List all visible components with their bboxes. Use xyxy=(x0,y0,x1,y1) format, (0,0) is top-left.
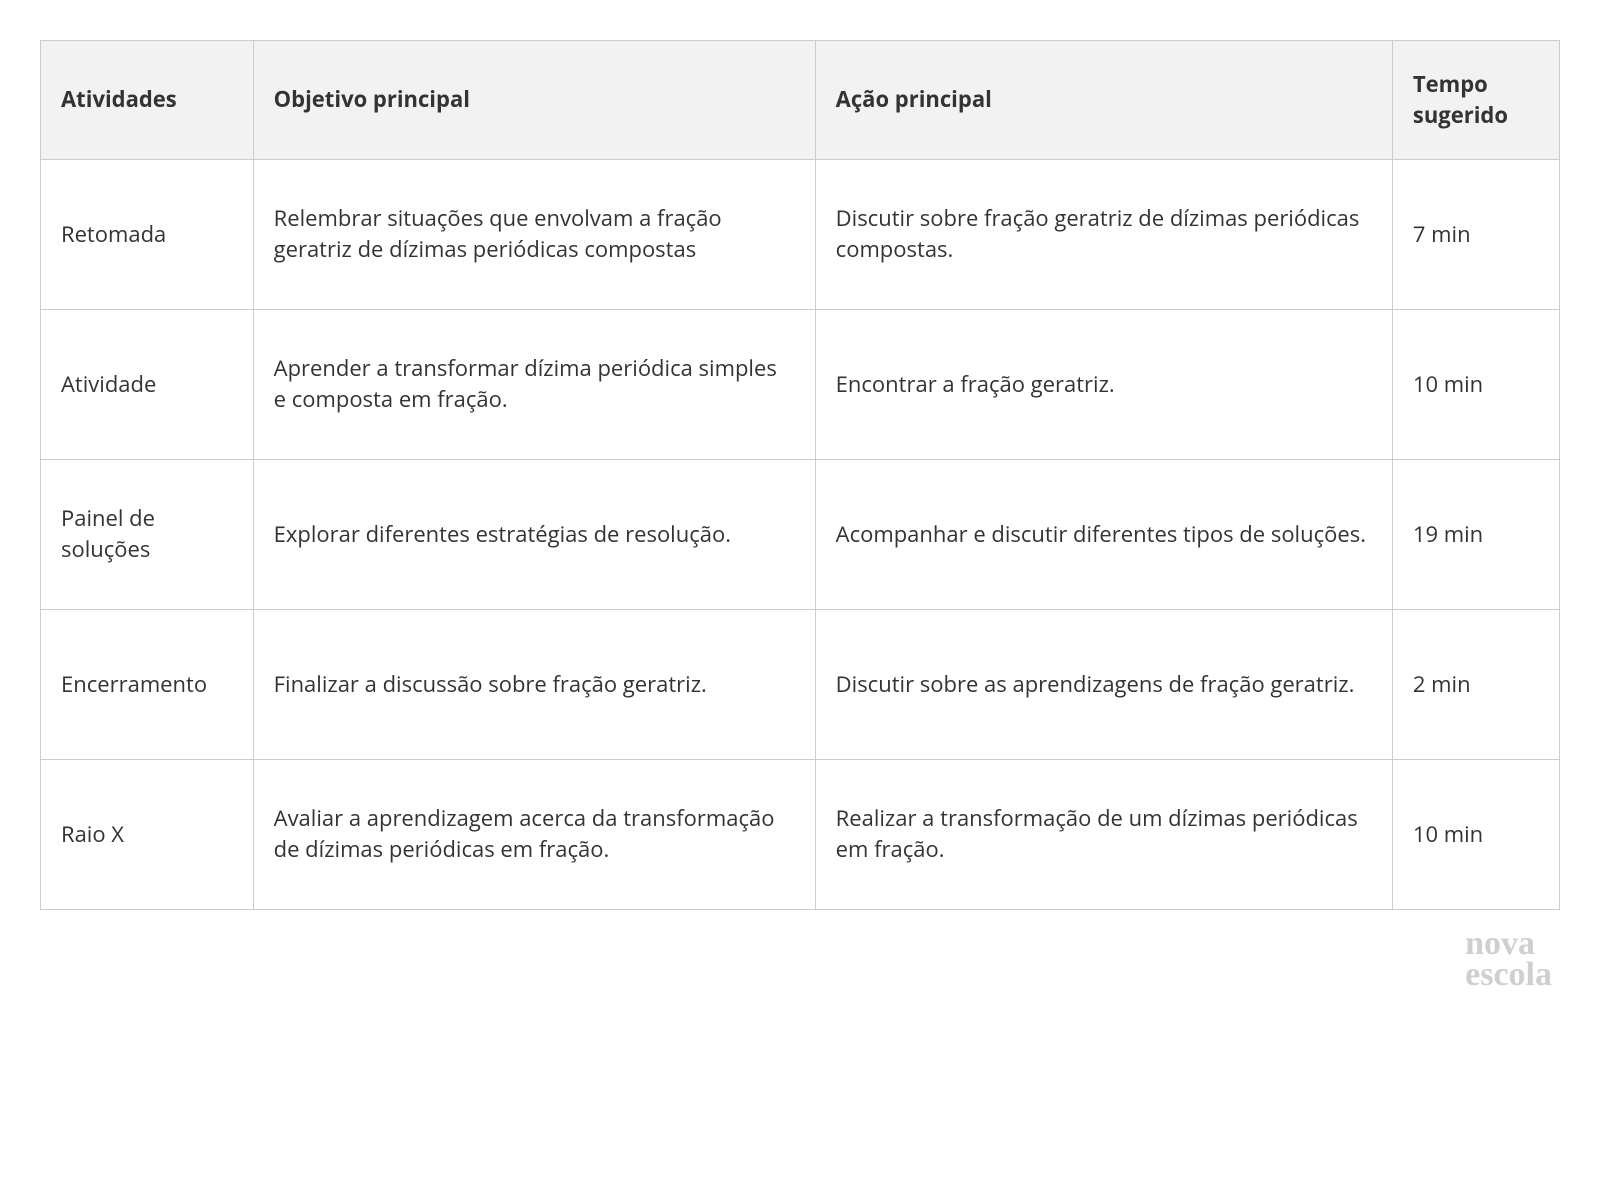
cell-acao: Acompanhar e discutir diferentes tipos d… xyxy=(815,459,1392,609)
brand-logo-line1: nova xyxy=(1465,928,1535,959)
table-header-row: Atividades Objetivo principal Ação princ… xyxy=(41,41,1560,160)
cell-acao: Realizar a transformação de um dízimas p… xyxy=(815,759,1392,909)
brand-logo: novaescola xyxy=(40,928,1560,991)
table-row: Raio X Avaliar a aprendizagem acerca da … xyxy=(41,759,1560,909)
cell-tempo: 2 min xyxy=(1392,609,1559,759)
cell-acao: Encontrar a fração geratriz. xyxy=(815,309,1392,459)
cell-objetivo: Relembrar situações que envolvam a fraçã… xyxy=(253,159,815,309)
cell-objetivo: Finalizar a discussão sobre fração gerat… xyxy=(253,609,815,759)
col-header-tempo: Tempo sugerido xyxy=(1392,41,1559,160)
brand-logo-line2: escola xyxy=(1465,959,1552,990)
cell-atividades: Retomada xyxy=(41,159,254,309)
col-header-acao: Ação principal xyxy=(815,41,1392,160)
table-row: Retomada Relembrar situações que envolva… xyxy=(41,159,1560,309)
cell-tempo: 7 min xyxy=(1392,159,1559,309)
cell-tempo: 10 min xyxy=(1392,309,1559,459)
cell-objetivo: Avaliar a aprendizagem acerca da transfo… xyxy=(253,759,815,909)
cell-atividades: Atividade xyxy=(41,309,254,459)
cell-tempo: 19 min xyxy=(1392,459,1559,609)
cell-atividades: Encerramento xyxy=(41,609,254,759)
brand-logo-text: novaescola xyxy=(1465,928,1552,991)
activities-table: Atividades Objetivo principal Ação princ… xyxy=(40,40,1560,910)
col-header-objetivo: Objetivo principal xyxy=(253,41,815,160)
table-row: Painel de soluções Explorar diferentes e… xyxy=(41,459,1560,609)
table-header: Atividades Objetivo principal Ação princ… xyxy=(41,41,1560,160)
table-row: Encerramento Finalizar a discussão sobre… xyxy=(41,609,1560,759)
cell-acao: Discutir sobre as aprendizagens de fraçã… xyxy=(815,609,1392,759)
cell-acao: Discutir sobre fração geratriz de dízima… xyxy=(815,159,1392,309)
table-body: Retomada Relembrar situações que envolva… xyxy=(41,159,1560,909)
cell-tempo: 10 min xyxy=(1392,759,1559,909)
cell-atividades: Painel de soluções xyxy=(41,459,254,609)
table-row: Atividade Aprender a transformar dízima … xyxy=(41,309,1560,459)
cell-objetivo: Aprender a transformar dízima periódica … xyxy=(253,309,815,459)
cell-atividades: Raio X xyxy=(41,759,254,909)
cell-objetivo: Explorar diferentes estratégias de resol… xyxy=(253,459,815,609)
col-header-atividades: Atividades xyxy=(41,41,254,160)
